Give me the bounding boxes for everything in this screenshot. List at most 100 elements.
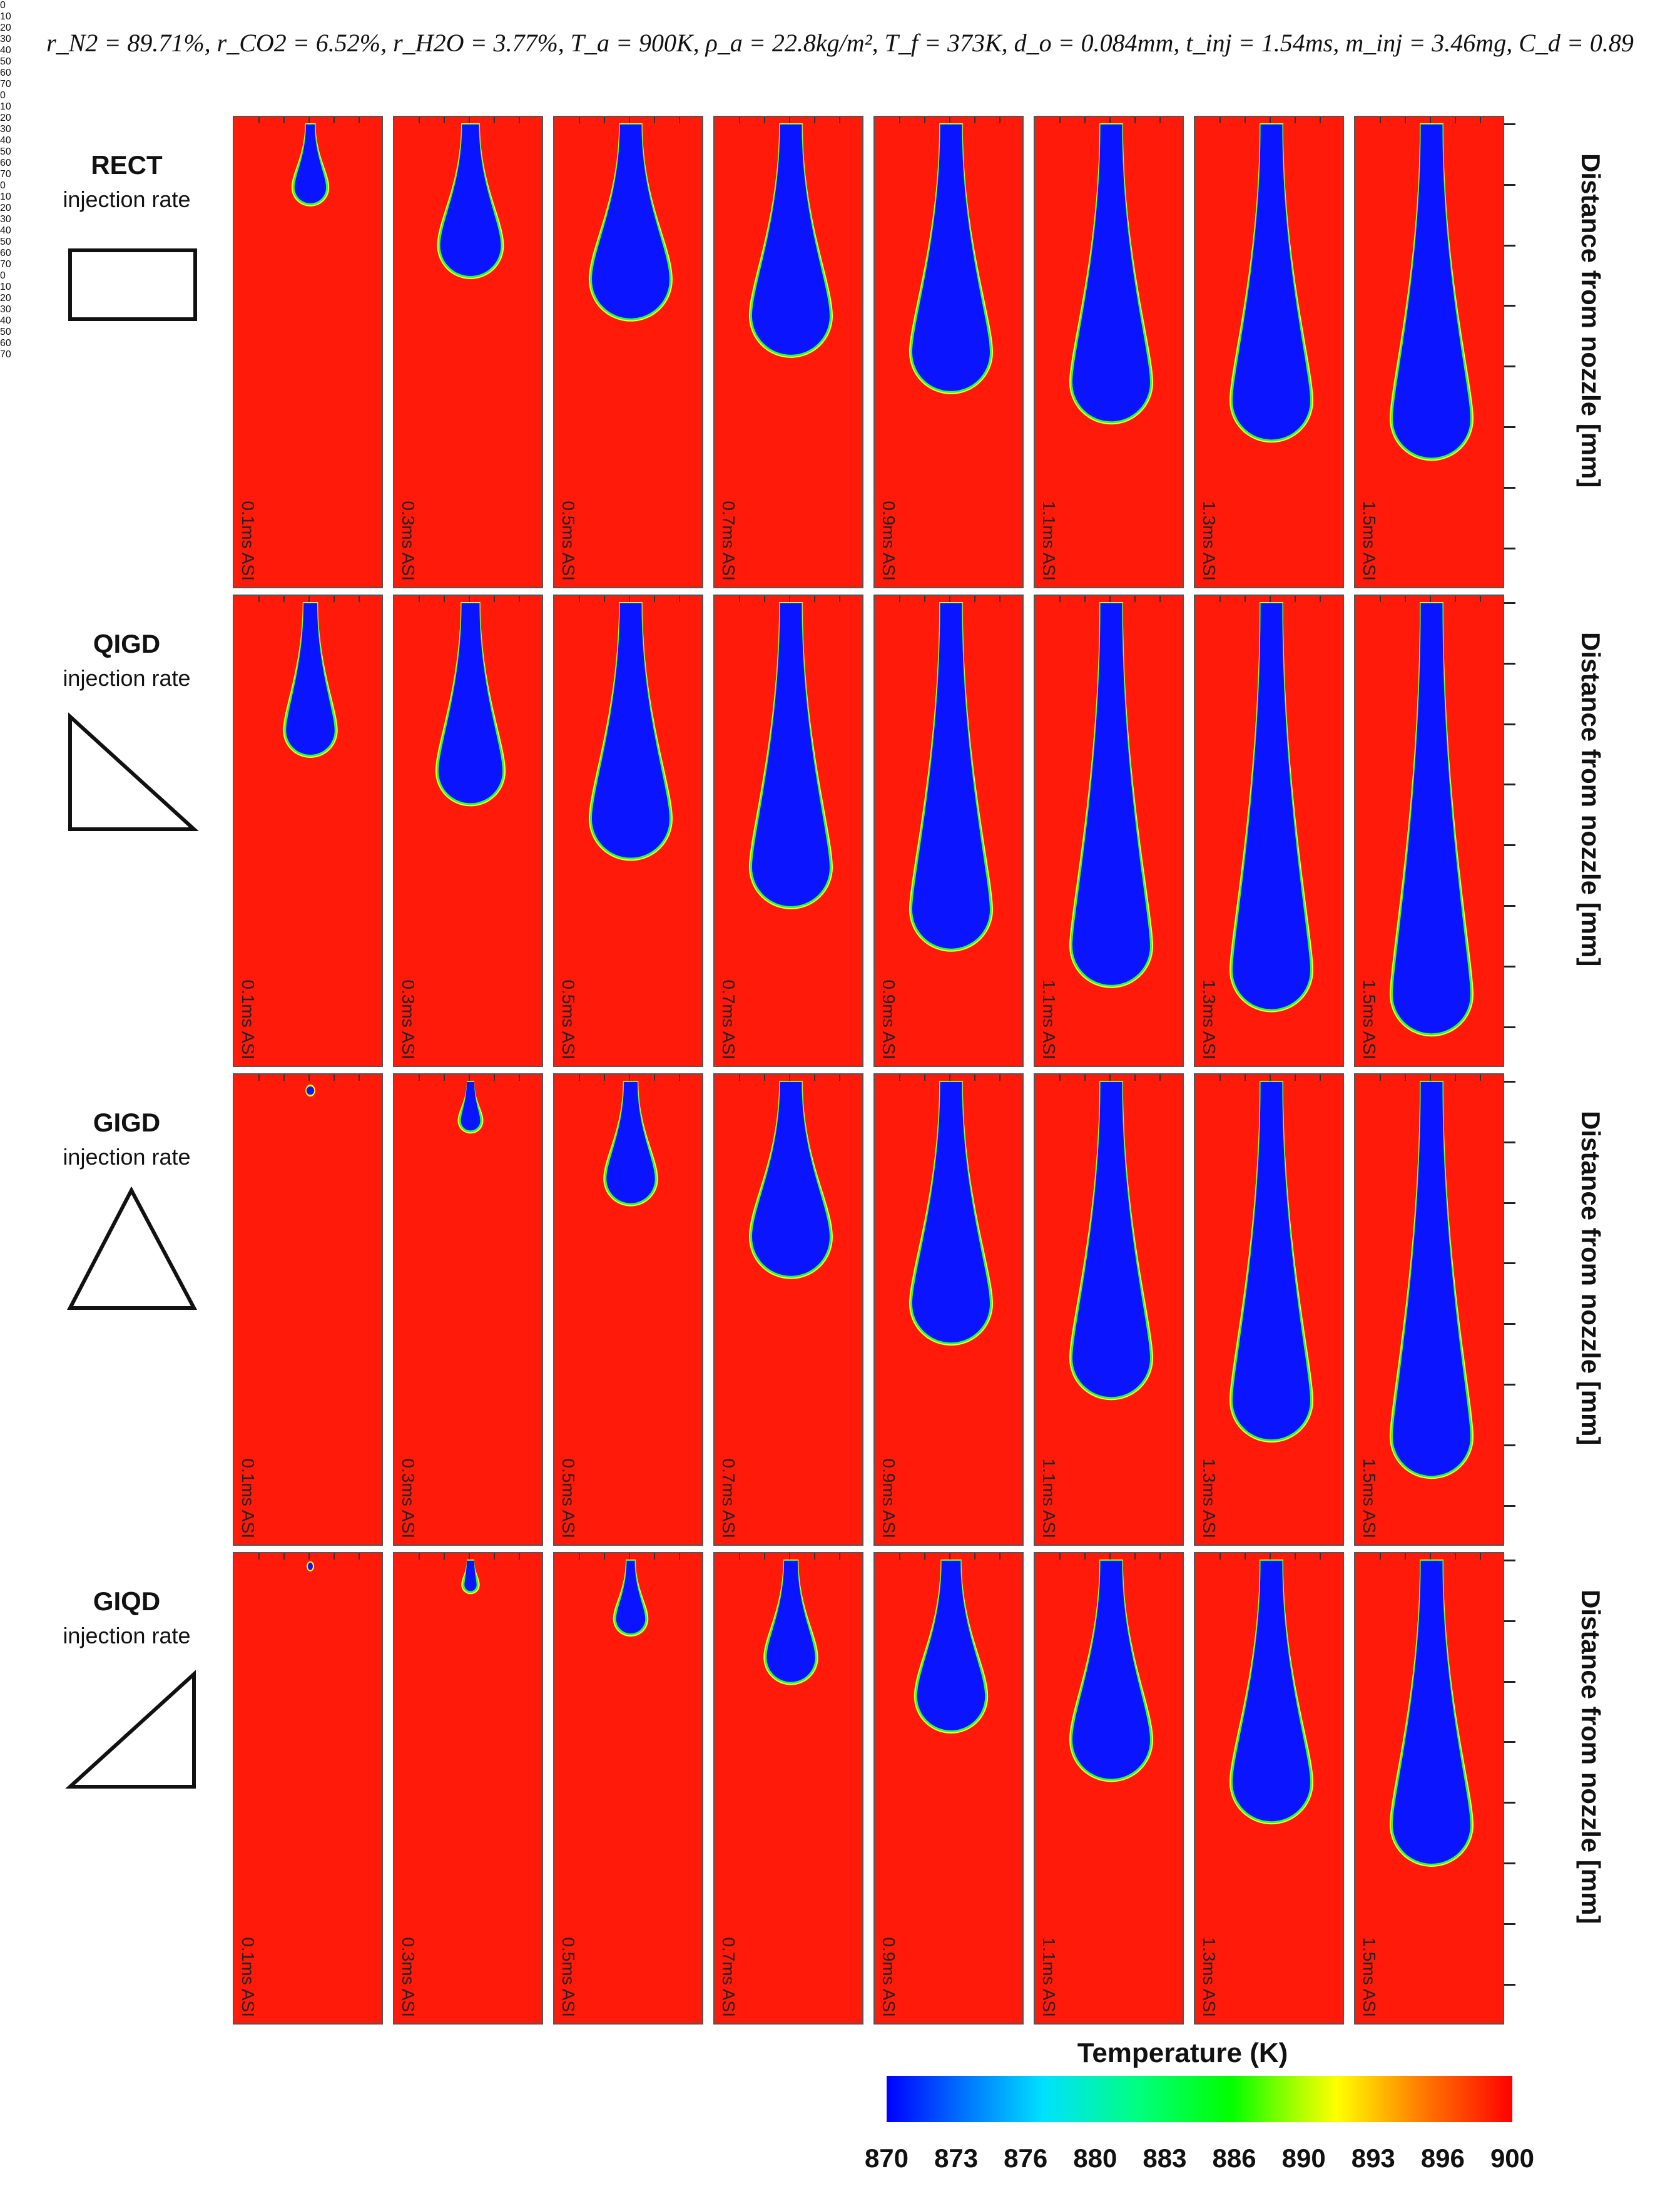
panel-top-ticks [258, 596, 360, 602]
axis-tick-label: 70 [0, 349, 11, 360]
axis-tick [1504, 1202, 1515, 1204]
distance-axis [1504, 116, 1542, 588]
time-label: 0.9ms ASI [879, 501, 899, 581]
axis-tick-label: 60 [0, 338, 11, 349]
plume-panel: 1.3ms ASI [1194, 116, 1344, 588]
axis-tick [1504, 662, 1515, 665]
fuel-plume [1390, 1081, 1474, 1479]
panel-top-ticks [579, 1553, 680, 1560]
axis-tick-label: 60 [0, 248, 11, 258]
time-label: 1.1ms ASI [1039, 1458, 1059, 1538]
axis-tick-label: 70 [0, 259, 11, 270]
plume-panel: 0.5ms ASI [553, 595, 703, 1067]
temperature-colorbar [887, 2076, 1512, 2122]
time-label: 0.5ms ASI [559, 1937, 578, 2017]
panel-top-ticks [579, 1075, 680, 1081]
time-label: 1.5ms ASI [1360, 979, 1379, 1060]
colorbar-tick: 890 [1281, 2143, 1326, 2173]
axis-title: Distance from nozzle [mm] [1576, 1111, 1606, 1446]
row-subtitle: injection rate [63, 186, 191, 212]
panel-top-ticks [258, 117, 360, 123]
axis-title: Distance from nozzle [mm] [1576, 632, 1606, 967]
panel-top-ticks [739, 1075, 840, 1081]
axis-tick [1504, 1620, 1515, 1622]
time-label: 0.3ms ASI [399, 979, 418, 1060]
axis-tick-label: 0 [0, 270, 6, 281]
axis-tick [1504, 602, 1515, 604]
axis-title: Distance from nozzle [mm] [1576, 153, 1606, 488]
axis-tick-label: 20 [0, 113, 11, 123]
time-label: 1.5ms ASI [1360, 501, 1379, 581]
time-label: 0.7ms ASI [719, 979, 738, 1060]
isosceles-triangle-icon [67, 1186, 197, 1310]
axis-tick [1504, 965, 1515, 968]
time-label: 0.5ms ASI [559, 979, 578, 1060]
axis-tick-label: 30 [0, 304, 11, 315]
time-label: 0.9ms ASI [879, 979, 899, 1060]
axis-tick [1504, 486, 1515, 489]
fuel-plume [1069, 1560, 1153, 1782]
axis-tick-label: 50 [0, 146, 11, 157]
plume-panel: 0.7ms ASI [713, 1073, 863, 1546]
row-name: RECT [91, 150, 163, 180]
row-subtitle: injection rate [63, 1623, 191, 1648]
fuel-plume [1069, 1081, 1153, 1401]
axis-tick-label: 50 [0, 56, 11, 67]
panel-top-ticks [1059, 117, 1161, 123]
panel-top-ticks [1380, 596, 1481, 602]
fuel-plume [909, 1081, 993, 1346]
colorbar-tick: 880 [1073, 2143, 1117, 2173]
axis-tick [1504, 1262, 1515, 1265]
time-label: 0.3ms ASI [399, 1937, 418, 2017]
panel-top-ticks [1219, 117, 1321, 123]
axis-tick-label: 50 [0, 327, 11, 337]
plume-panel: 0.9ms ASI [873, 1073, 1024, 1546]
row-label-qigd: QIGD injection rate [22, 629, 232, 692]
axis-tick-label: 30 [0, 214, 11, 225]
panel-top-ticks [258, 1075, 360, 1081]
fuel-plume [435, 602, 506, 807]
plume-panel: 1.1ms ASI [1034, 1552, 1184, 2025]
plume-panel: 0.3ms ASI [393, 1073, 543, 1546]
plume-panel: 0.3ms ASI [393, 116, 543, 588]
plume-panel: 1.1ms ASI [1034, 116, 1184, 588]
right-triangle-rising-icon [65, 1670, 196, 1789]
time-label: 1.5ms ASI [1360, 1458, 1379, 1538]
plume-panel: 0.7ms ASI [713, 116, 863, 588]
time-label: 0.7ms ASI [719, 501, 738, 581]
panel-top-ticks [419, 117, 520, 123]
axis-tick-label: 10 [0, 192, 11, 202]
time-label: 1.3ms ASI [1199, 1458, 1219, 1538]
fuel-plume [1069, 123, 1153, 425]
plume-panel: 0.1ms ASI [233, 1073, 383, 1546]
distance-axis [1504, 1552, 1542, 2025]
axis-tick [1504, 1680, 1515, 1683]
fuel-plume [909, 123, 993, 394]
plume-panel: 1.1ms ASI [1034, 1073, 1184, 1546]
panel-top-ticks [419, 1075, 520, 1081]
plume-panel: 0.9ms ASI [873, 1552, 1024, 2025]
row-label-gigd: GIGD injection rate [22, 1108, 232, 1170]
panel-top-ticks [579, 117, 680, 123]
axis-tick-label: 30 [0, 34, 11, 44]
time-label: 1.5ms ASI [1360, 1937, 1379, 2017]
fuel-plume [763, 1560, 818, 1685]
time-label: 0.5ms ASI [559, 1458, 578, 1538]
colorbar-tick: 900 [1490, 2143, 1535, 2173]
panel-top-ticks [1059, 596, 1161, 602]
time-label: 0.7ms ASI [719, 1937, 738, 2017]
fuel-plume [749, 602, 833, 909]
fuel-plume [437, 123, 504, 279]
axis-tick [1504, 904, 1515, 907]
time-label: 0.1ms ASI [238, 1937, 258, 2017]
plume-panel: 0.9ms ASI [873, 116, 1024, 588]
plume-panel: 0.3ms ASI [393, 595, 543, 1067]
panel-top-ticks [899, 1075, 1000, 1081]
colorbar-title: Temperature (K) [1077, 2038, 1288, 2068]
time-label: 0.1ms ASI [238, 501, 258, 581]
panel-top-ticks [1380, 117, 1481, 123]
time-label: 0.3ms ASI [399, 501, 418, 581]
right-triangle-falling-icon [68, 712, 199, 831]
panel-top-ticks [419, 1553, 520, 1560]
axis-tick [1504, 183, 1515, 186]
